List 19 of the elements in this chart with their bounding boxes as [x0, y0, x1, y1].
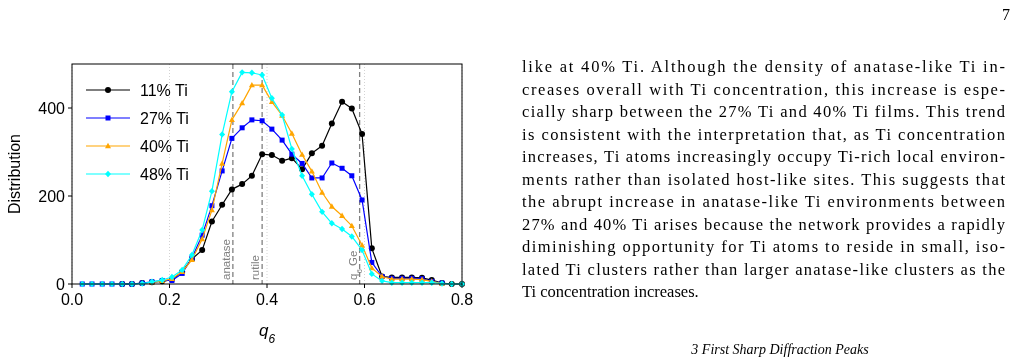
- y-tick-label: 200: [38, 188, 66, 205]
- x-axis-title: q$_{6}$: [258, 321, 276, 346]
- text: like at 40% Ti. Although the density of anatase-like Ti in- creases overall with Ti concentration, this increase is espe- cially sharp between the 27% Ti and 40% Ti films. This trend is consistent with the interpretation that, as Ti concentration increases, Ti atoms increasingly occupy Ti-rich local environ- ments rather than isolated host-like sites. This suggests that the abrupt increase in anatase-like Ti environments between 27% and 40% Ti arises because the network provides a rapidly diminishing opportunity for Ti atoms to reside in small, iso- lated Ti clusters rather than larger anatase-like clusters as the Ti concentration increases.: [522, 57, 1005, 301]
- text: 7: [1002, 6, 1010, 23]
- x-tick-label: 0.4: [255, 291, 279, 308]
- ref-line-label: anatase: [219, 239, 232, 280]
- y-tick-label: 0: [56, 276, 66, 293]
- x-tick-label: 0.8: [450, 291, 474, 308]
- legend-label: 27% Ti: [140, 110, 189, 127]
- legend-label: 40% Ti: [140, 138, 189, 155]
- y-tick-label: 400: [38, 100, 66, 117]
- x-tick-label: 0.0: [60, 291, 84, 308]
- legend-label: 48% Ti: [140, 166, 189, 183]
- ref-line-label: rutile: [249, 255, 262, 280]
- text: 3 First Sharp Diffraction Peaks: [690, 342, 870, 357]
- y-axis-title: Distribution: [6, 133, 23, 215]
- legend-label: 11% Ti: [140, 82, 188, 99]
- x-tick-label: 0.6: [353, 291, 376, 308]
- x-tick-label: 0.2: [158, 291, 181, 308]
